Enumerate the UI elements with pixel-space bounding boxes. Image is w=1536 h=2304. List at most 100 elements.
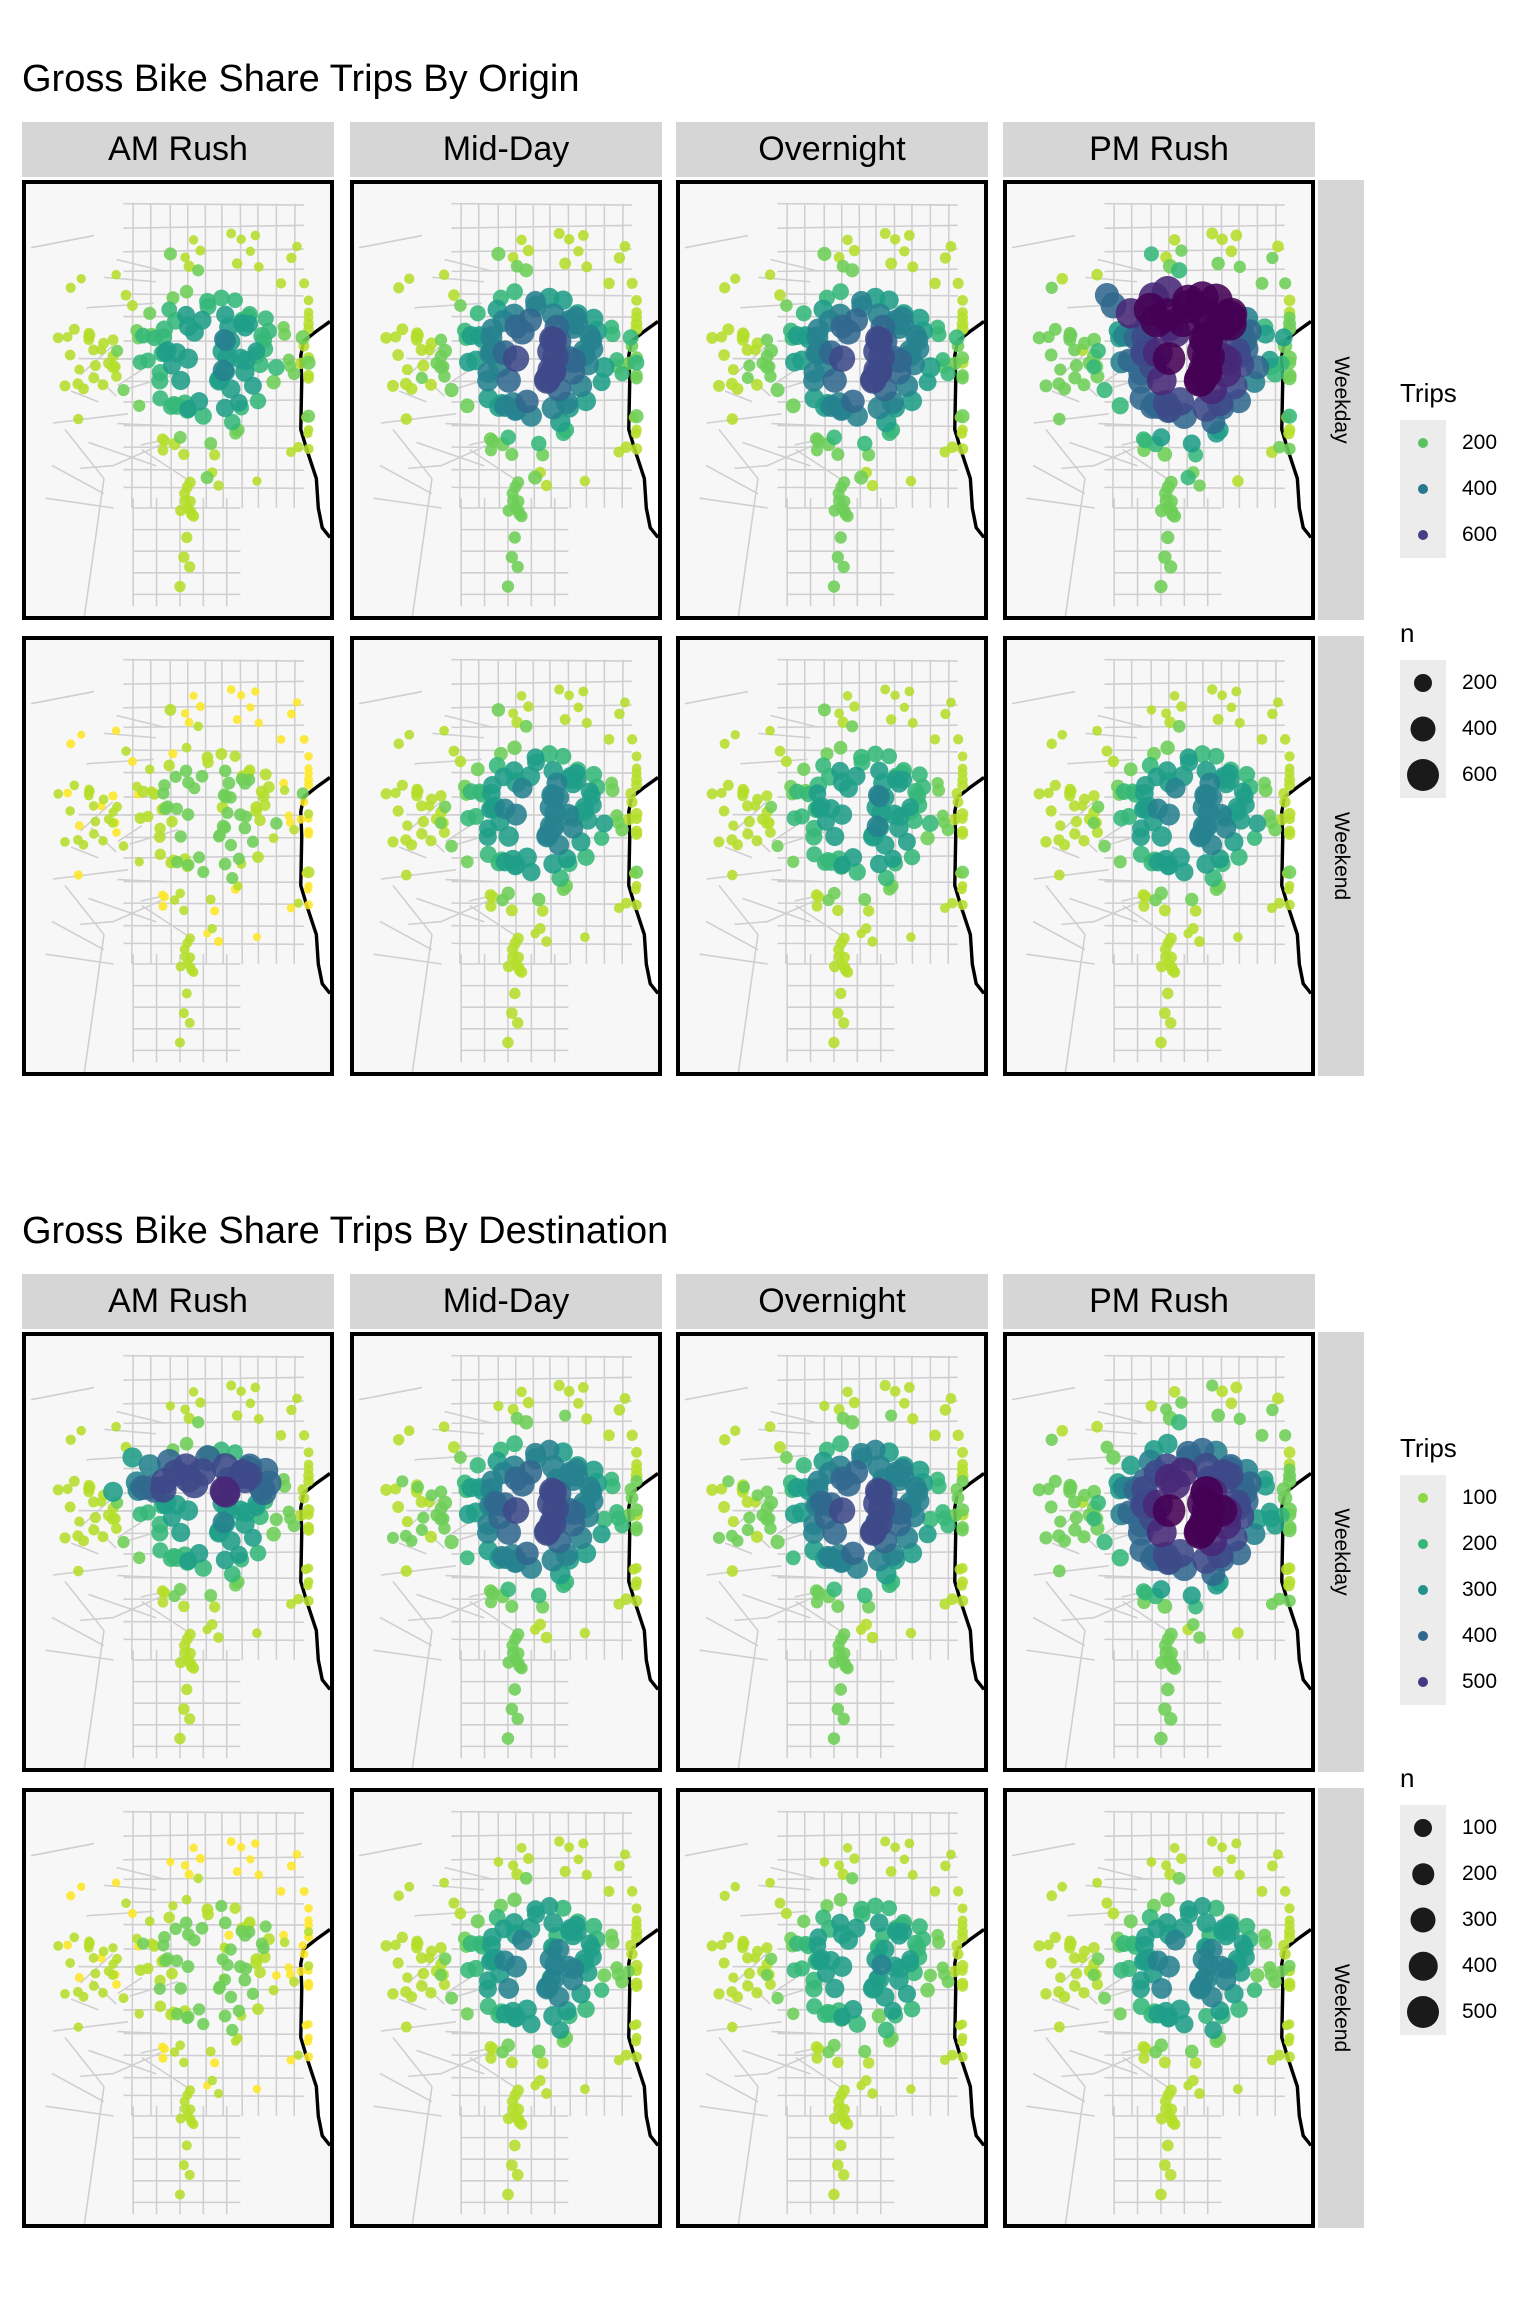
station-point: [1111, 397, 1129, 415]
station-point: [867, 745, 884, 763]
station-point: [134, 1964, 147, 1976]
map-canvas: [684, 202, 984, 616]
station-point: [507, 740, 522, 755]
station-point: [619, 1849, 631, 1860]
station-point: [63, 1940, 73, 1950]
station-point: [1091, 1420, 1103, 1433]
station-point: [862, 448, 876, 462]
station-point: [907, 1413, 919, 1425]
station-point: [439, 725, 449, 736]
station-point: [718, 1501, 731, 1514]
station-point: [252, 1628, 262, 1638]
station-point: [867, 936, 878, 947]
station-point: [1162, 987, 1174, 1000]
station-point: [1055, 820, 1066, 831]
station-point: [1268, 1974, 1282, 1989]
station-point: [181, 531, 193, 544]
station-point: [1056, 1424, 1068, 1437]
station-point: [74, 1973, 84, 1983]
station-point: [1164, 1646, 1178, 1661]
station-point: [826, 429, 842, 446]
station-point: [795, 305, 812, 322]
station-point: [491, 246, 506, 261]
station-point: [725, 1529, 738, 1542]
station-point: [774, 289, 786, 302]
station-point: [881, 1900, 897, 1917]
station-point: [296, 787, 309, 800]
station-point: [205, 2046, 216, 2057]
station-point: [842, 1386, 853, 1398]
station-point: [506, 1435, 523, 1453]
station-point: [779, 1450, 793, 1464]
station-point: [1283, 1980, 1296, 1992]
station-point: [438, 343, 453, 358]
station-point: [175, 2040, 186, 2051]
station-point: [833, 943, 845, 956]
station-point: [111, 371, 122, 382]
station-point: [184, 561, 196, 573]
station-point: [276, 734, 286, 744]
station-point: [275, 1430, 287, 1441]
station-point: [469, 1457, 486, 1474]
station-point: [592, 373, 611, 392]
station-point: [1135, 431, 1152, 447]
station-point: [250, 230, 261, 241]
station-point: [110, 1522, 122, 1534]
legend-size-key: [1400, 1805, 1446, 1851]
map-canvas: [684, 1354, 984, 1768]
station-point: [159, 1954, 172, 1968]
station-point: [825, 826, 845, 847]
station-point: [957, 779, 968, 791]
station-point: [832, 1435, 849, 1453]
station-point: [163, 247, 177, 261]
station-point: [153, 830, 166, 843]
station-point: [1284, 1903, 1295, 1914]
station-point: [438, 269, 450, 281]
station-point: [179, 284, 194, 299]
station-point: [1113, 2007, 1127, 2021]
station-point: [751, 378, 763, 391]
station-point: [797, 762, 811, 776]
station-point: [728, 1972, 739, 1983]
station-point: [88, 372, 100, 384]
station-point: [1101, 1897, 1113, 1909]
station-point: [952, 1429, 964, 1442]
station-point: [629, 865, 644, 879]
station-point: [929, 734, 941, 745]
station-point: [192, 1416, 205, 1429]
station-point: [605, 783, 620, 798]
station-point: [118, 1993, 129, 2004]
station-point: [706, 331, 719, 344]
station-point: [842, 691, 853, 701]
station-point: [1284, 751, 1295, 762]
station-point: [209, 449, 221, 461]
station-point: [304, 1904, 313, 1913]
station-point: [631, 779, 643, 791]
station-point: [862, 905, 875, 917]
map-canvas: [30, 1354, 330, 1768]
station-point: [760, 1512, 774, 1526]
station-point: [144, 1916, 155, 1927]
map-panel: [22, 1788, 334, 2228]
station-point: [866, 1631, 879, 1644]
station-point: [215, 1550, 235, 1570]
station-point: [393, 282, 405, 294]
station-point: [1189, 298, 1223, 332]
station-point: [304, 1921, 313, 1930]
station-point: [716, 331, 728, 343]
station-point: [500, 1581, 517, 1598]
station-point: [483, 1584, 498, 1598]
station-point: [1092, 725, 1103, 736]
station-point: [72, 1530, 84, 1542]
station-point: [957, 751, 968, 762]
station-point: [189, 392, 209, 411]
legend-color-label: 400: [1462, 477, 1498, 500]
station-point: [1046, 738, 1057, 750]
station-point: [803, 1522, 825, 1544]
station-point: [737, 329, 750, 342]
station-point: [245, 1398, 256, 1409]
station-point: [1258, 1935, 1273, 1950]
station-point: [1065, 1937, 1077, 1949]
station-point: [400, 413, 413, 425]
station-point: [166, 1857, 175, 1867]
